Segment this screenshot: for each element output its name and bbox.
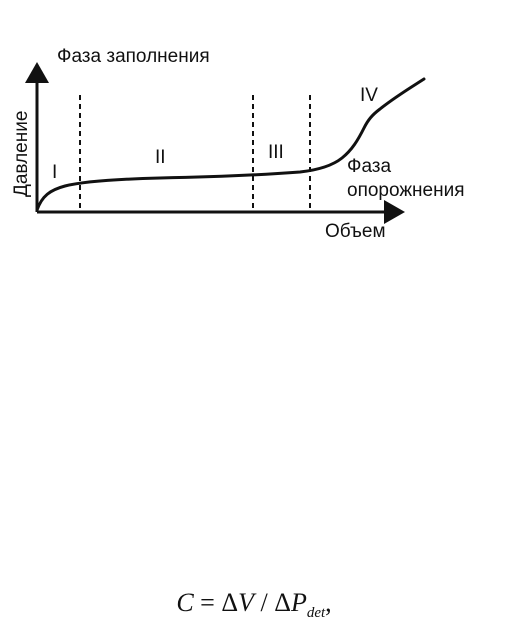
emptying-phase-label-line2: опорожнения [347, 180, 465, 201]
zone-label-1: I [52, 162, 57, 183]
formula-pressure: P [290, 588, 307, 617]
emptying-phase-label-line1: Фаза [347, 156, 392, 177]
filling-phase-label: Фаза заполнения [57, 46, 210, 67]
formula-delta-1: Δ [221, 588, 239, 617]
compliance-formula: C = ΔV / ΔPdet, [0, 588, 508, 622]
zone-label-3: III [268, 142, 284, 163]
pressure-volume-diagram: Фаза заполнения Давление Объем Фаза опор… [11, 46, 465, 242]
formula-slash: / [253, 588, 275, 617]
formula-lhs: C [176, 588, 194, 617]
formula-equals: = [193, 588, 222, 617]
formula-delta-2: Δ [274, 588, 291, 617]
y-axis-label: Давление [11, 111, 32, 197]
zone-label-4: IV [360, 85, 378, 106]
formula-subscript: det [306, 605, 326, 621]
formula-trailing-comma: , [325, 588, 332, 617]
formula-volume: V [238, 588, 254, 617]
x-axis-label: Объем [325, 221, 386, 242]
zone-label-2: II [155, 147, 166, 168]
pressure-volume-curve [35, 77, 426, 212]
